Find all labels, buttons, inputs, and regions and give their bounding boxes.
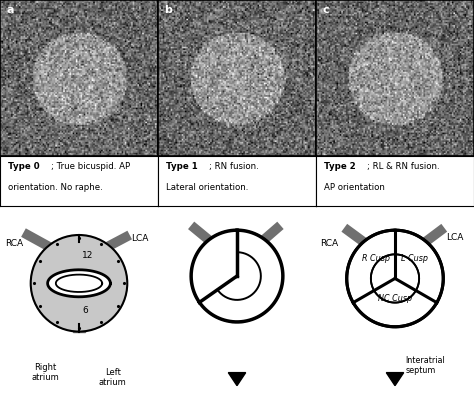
Text: Type 1: Type 1 — [166, 162, 198, 170]
Polygon shape — [346, 230, 443, 303]
Polygon shape — [47, 270, 110, 297]
Text: 12: 12 — [82, 251, 94, 260]
Text: a: a — [6, 5, 14, 15]
Text: R Cusp: R Cusp — [362, 254, 390, 263]
Text: LCA: LCA — [446, 233, 463, 242]
Text: RCA: RCA — [6, 239, 24, 248]
Text: Type 0: Type 0 — [8, 162, 39, 170]
Ellipse shape — [191, 230, 283, 322]
Ellipse shape — [346, 230, 443, 327]
Text: L Cusp: L Cusp — [401, 254, 428, 263]
Text: c: c — [322, 5, 329, 15]
Polygon shape — [200, 230, 283, 322]
Polygon shape — [228, 372, 246, 386]
Bar — [389, 255, 401, 327]
Bar — [73, 264, 85, 332]
Text: RCA: RCA — [320, 239, 338, 248]
Polygon shape — [346, 230, 437, 327]
Text: ; RL & RN fusion.: ; RL & RN fusion. — [366, 162, 439, 170]
Text: LCA: LCA — [131, 234, 148, 243]
Polygon shape — [353, 230, 443, 327]
Polygon shape — [191, 230, 237, 302]
Text: Lateral orientation.: Lateral orientation. — [166, 183, 248, 192]
Text: 6: 6 — [82, 306, 88, 315]
Text: Interatrial
septum: Interatrial septum — [406, 356, 446, 375]
Text: ; True bicuspid. AP: ; True bicuspid. AP — [51, 162, 130, 170]
Text: b: b — [164, 5, 172, 15]
Text: Type 2: Type 2 — [324, 162, 356, 170]
Bar — [231, 250, 243, 322]
Text: ; RN fusion.: ; RN fusion. — [209, 162, 258, 170]
Circle shape — [31, 235, 128, 332]
Text: orientation. No raphe.: orientation. No raphe. — [8, 183, 103, 192]
Text: NC Cusp: NC Cusp — [378, 294, 412, 303]
Text: Left
atrium: Left atrium — [99, 368, 127, 387]
Text: Right
atrium: Right atrium — [31, 363, 59, 382]
Text: AP orientation: AP orientation — [324, 183, 385, 192]
Polygon shape — [386, 372, 404, 386]
